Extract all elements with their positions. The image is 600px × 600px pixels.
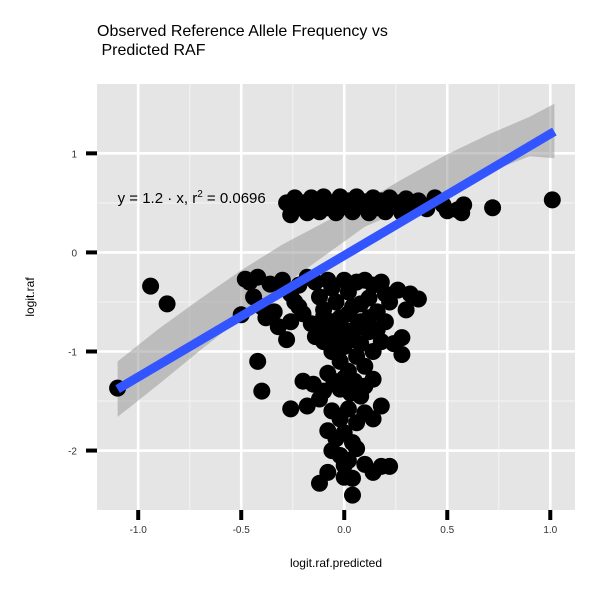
- data-point: [327, 293, 345, 311]
- y-tick-label: -2: [68, 447, 77, 458]
- data-point: [372, 397, 390, 415]
- data-point: [339, 400, 357, 418]
- fit-line: [115, 127, 557, 394]
- data-point: [142, 277, 160, 295]
- data-point: [311, 474, 328, 492]
- x-tick-label: -1.0: [130, 525, 148, 536]
- data-point: [381, 457, 399, 475]
- data-point: [360, 309, 378, 327]
- data-point: [376, 313, 394, 331]
- data-point: [298, 397, 316, 415]
- annotation-layer: y = 1.2 · x, r2 = 0.0696: [118, 189, 266, 207]
- confidence-band: [117, 103, 555, 417]
- data-point: [393, 329, 411, 347]
- x-tick-label: 0.0: [337, 525, 351, 536]
- data-point: [348, 319, 366, 337]
- data-point: [311, 390, 328, 408]
- data-point: [311, 288, 328, 306]
- data-point: [484, 199, 502, 217]
- data-point: [249, 268, 267, 286]
- points-layer: [109, 188, 561, 504]
- data-point: [352, 295, 370, 313]
- y-tick-label: -1: [68, 347, 77, 358]
- confidence-band-layer: [117, 103, 555, 417]
- y-tick-label: 1: [71, 149, 77, 160]
- data-point: [344, 486, 361, 504]
- data-point: [249, 352, 267, 370]
- data-point: [253, 382, 271, 400]
- data-point: [265, 303, 283, 321]
- data-point: [335, 456, 353, 474]
- data-point: [543, 191, 561, 209]
- x-tick-label: 1.0: [543, 525, 557, 536]
- chart-title-line-1: Observed Reference Allele Frequency vs: [97, 23, 388, 40]
- data-point: [455, 196, 473, 214]
- y-axis-title: logit.raf: [23, 277, 37, 317]
- data-point: [352, 335, 370, 353]
- data-point: [364, 370, 382, 388]
- chart-title-line-2: Predicted RAF: [97, 42, 206, 59]
- y-tick-label: 0: [71, 248, 77, 259]
- data-point: [381, 293, 399, 311]
- data-point: [323, 279, 341, 297]
- data-point: [372, 333, 390, 351]
- x-tick-label: -0.5: [233, 525, 251, 536]
- data-point: [306, 328, 324, 346]
- y-axis: -2 -1 0 1: [68, 149, 97, 458]
- data-point: [335, 468, 353, 486]
- data-point: [364, 410, 382, 428]
- data-point: [409, 290, 427, 308]
- x-axis: -1.0 -0.5 0.0 0.5 1.0: [130, 510, 558, 536]
- data-point: [294, 372, 312, 390]
- regression-annotation: y = 1.2 · x, r2 = 0.0696: [118, 189, 266, 207]
- data-point: [397, 301, 415, 319]
- data-point: [339, 305, 357, 323]
- data-point: [282, 313, 300, 331]
- data-point: [282, 400, 300, 418]
- data-point: [315, 308, 333, 326]
- data-point: [278, 331, 296, 349]
- fit-line-layer: [115, 127, 557, 394]
- data-point: [393, 346, 411, 363]
- data-point: [290, 298, 308, 316]
- data-point: [356, 357, 374, 375]
- x-tick-label: 0.5: [440, 525, 454, 536]
- data-point: [348, 440, 366, 458]
- x-axis-title: logit.raf.predicted: [290, 556, 382, 570]
- data-point: [158, 295, 176, 313]
